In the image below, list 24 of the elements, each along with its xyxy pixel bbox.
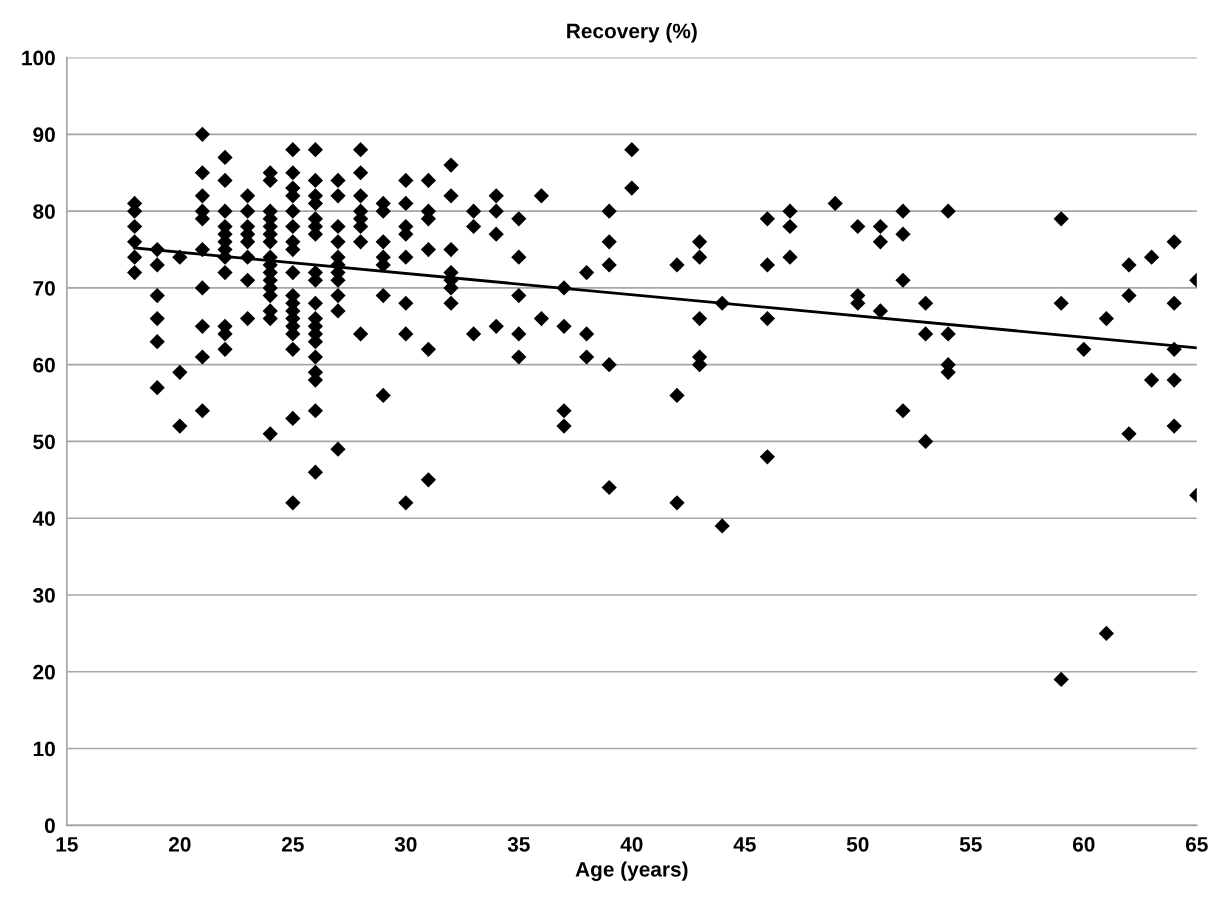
x-tick-label: 55: [959, 837, 982, 852]
y-tick-label: 0: [44, 818, 55, 834]
x-tick-label: 20: [168, 836, 191, 852]
x-tick-label: 35: [507, 836, 530, 852]
x-tick-label: 65: [1185, 836, 1208, 852]
y-tick-label: 70: [33, 280, 55, 296]
chart-title: Recovery (%): [567, 23, 697, 43]
x-tick-label: 60: [1072, 836, 1095, 852]
x-tick-label: 30: [394, 836, 417, 852]
y-tick-label: 80: [33, 204, 55, 219]
y-tick-label: 50: [33, 434, 55, 450]
x-tick-label: 40: [620, 836, 643, 852]
y-tick-label: 100: [22, 50, 55, 66]
y-tick-label: 40: [32, 511, 55, 526]
y-tick-label: 60: [33, 357, 55, 373]
x-tick-label: 45: [733, 837, 756, 852]
y-tick-label: 10: [33, 741, 55, 757]
x-tick-label: 25: [281, 836, 304, 852]
y-tick-label: 90: [33, 127, 55, 143]
x-axis-title: Age (years): [575, 861, 688, 881]
y-tick-label: 20: [33, 664, 55, 680]
x-tick-label: 15: [56, 837, 78, 852]
y-tick-label: 30: [33, 587, 55, 603]
x-tick-label: 50: [846, 836, 869, 852]
